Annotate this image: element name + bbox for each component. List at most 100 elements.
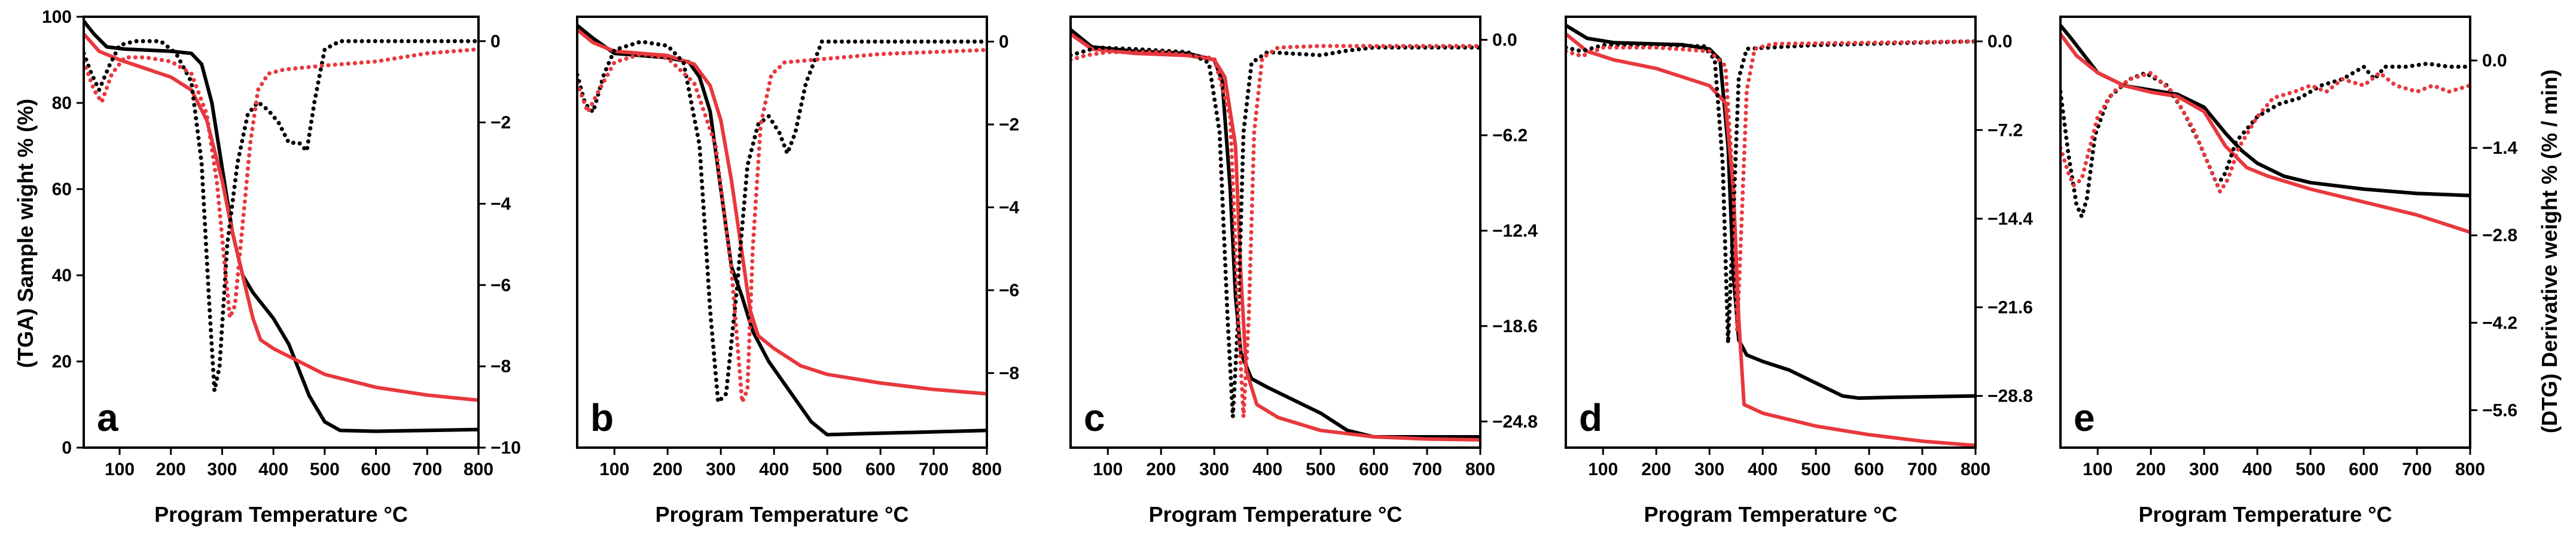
- panel-b-series-dtg-black: [577, 39, 987, 405]
- panel-a-xtick-label: 500: [310, 460, 340, 479]
- panel-e-yright-tick-label: 0.0: [2482, 51, 2507, 71]
- panel-d-xlabel: Program Temperature °C: [1644, 502, 1898, 527]
- panel-b-yright-tick-label: 0: [999, 32, 1009, 52]
- panel-d-series-tga-red: [1566, 32, 1976, 448]
- panel-c-yright-tick-label: 0.0: [1492, 31, 1517, 50]
- panel-a-yright-tick-label: −8: [490, 357, 511, 376]
- panel-a-series-tga-red: [84, 32, 478, 402]
- panel-a-xtick-label: 600: [361, 460, 391, 479]
- panel-a-xtick-label: 700: [412, 460, 442, 479]
- panel-a-yright-tick-label: 0: [490, 32, 501, 51]
- panel-d-xtick-label: 400: [1748, 460, 1778, 479]
- panel-d-xtick-label: 800: [1961, 460, 1990, 479]
- panel-c-xlabel: Program Temperature °C: [1149, 502, 1403, 527]
- panel-b-xtick-label: 500: [812, 460, 842, 479]
- panel-a-yright-tick-label: −6: [490, 275, 511, 295]
- panel-e-frame: [2059, 16, 2471, 449]
- panel-e-yright-tick-label: −2.8: [2482, 226, 2517, 245]
- panel-b-label: b: [590, 396, 614, 439]
- panel-a-frame: [83, 16, 480, 449]
- panel-e-xtick-label: 600: [2349, 460, 2379, 479]
- panel-b-xtick-label: 100: [599, 460, 629, 479]
- panel-e-series-tga-black: [2060, 23, 2470, 197]
- panel-c-yright-tick-label: −24.8: [1492, 412, 1538, 431]
- panel-c-frame: [1069, 16, 1481, 449]
- panel-b-frame: [576, 16, 988, 449]
- panel-c-xtick-label: 800: [1465, 460, 1495, 479]
- panel-c-xtick-label: 600: [1359, 460, 1389, 479]
- panel-e-label: e: [2074, 396, 2095, 439]
- panel-a-yleft-tick-label: 0: [62, 438, 72, 458]
- panel-e-xtick-label: 200: [2136, 460, 2166, 479]
- panel-b-xtick-label: 200: [653, 460, 682, 479]
- panel-d-label: d: [1579, 396, 1602, 439]
- panel-b-series-tga-red: [577, 28, 987, 396]
- panel-c-series-dtg-red: [1071, 44, 1480, 420]
- panel-c-xtick-label: 400: [1252, 460, 1282, 479]
- panel-e-series-tga-red: [2060, 32, 2470, 234]
- panel-a-xtick-label: 200: [156, 460, 186, 479]
- panel-b-xtick-label: 400: [759, 460, 789, 479]
- panel-b-yright-tick-label: −6: [999, 281, 1019, 300]
- panel-c-series-tga-red: [1071, 32, 1480, 442]
- panel-b-xlabel: Program Temperature °C: [656, 502, 909, 527]
- panel-d-xtick-label: 700: [1907, 460, 1937, 479]
- panel-e-xtick-label: 800: [2455, 460, 2485, 479]
- panel-e-yright-tick-label: −4.2: [2482, 313, 2517, 333]
- panel-a-yright-tick-label: −10: [490, 438, 521, 458]
- panel-a-series-tga-black: [84, 19, 478, 433]
- panel-b-xtick-label: 600: [865, 460, 895, 479]
- panel-e-xtick-label: 300: [2189, 460, 2219, 479]
- panel-b-xtick-label: 800: [972, 460, 1002, 479]
- panel-b-xtick-label: 300: [706, 460, 736, 479]
- panel-c-series-dtg-black: [1071, 45, 1480, 420]
- panel-d-yright-tick-label: −7.2: [1987, 120, 2023, 140]
- panel-c-yright-tick-label: −12.4: [1492, 221, 1538, 241]
- panel-d-xtick-label: 200: [1641, 460, 1671, 479]
- panel-d-frame: [1565, 16, 1977, 449]
- panel-e-xtick-label: 500: [2295, 460, 2325, 479]
- panel-a-yleft-tick-label: 60: [52, 180, 72, 199]
- right-ylabel: (DTG) Derivative weight % (% / min): [2537, 69, 2562, 433]
- panel-d-series-dtg-black: [1566, 39, 1976, 345]
- panel-c-xtick-label: 700: [1412, 460, 1442, 479]
- panel-c-xtick-label: 200: [1146, 460, 1176, 479]
- panel-c-series-tga-black: [1071, 28, 1480, 439]
- panel-a-yleft-tick-label: 80: [52, 93, 72, 113]
- panel-b-series-tga-black: [577, 23, 987, 437]
- left-ylabel: (TGA) Sample wight % (%): [13, 99, 38, 368]
- panel-d-series-dtg-red: [1566, 39, 1976, 333]
- panel-d-yright-tick-label: −21.6: [1987, 297, 2033, 317]
- panel-d-xtick-label: 300: [1694, 460, 1724, 479]
- panel-e-xlabel: Program Temperature °C: [2139, 502, 2392, 527]
- panel-d-xtick-label: 600: [1854, 460, 1884, 479]
- panel-e-yright-tick-label: −1.4: [2482, 138, 2518, 158]
- panel-a-yleft-tick-label: 100: [42, 7, 72, 27]
- panel-d-series-tga-black: [1566, 23, 1976, 400]
- panel-e-xtick-label: 400: [2242, 460, 2272, 479]
- panel-e-xtick-label: 700: [2402, 460, 2432, 479]
- panel-e-series-dtg-black: [2060, 61, 2470, 219]
- panel-d-yright-tick-label: −28.8: [1987, 387, 2033, 406]
- panel-e-series-dtg-red: [2060, 71, 2470, 194]
- panel-e-xtick-label: 100: [2083, 460, 2112, 479]
- panel-d-yright-tick-label: 0.0: [1987, 32, 2013, 51]
- panel-b-yright-tick-label: −4: [999, 197, 1020, 217]
- panel-a-yleft-tick-label: 20: [52, 352, 72, 372]
- panel-a-yright-tick-label: −4: [490, 194, 511, 214]
- panel-e: 100 200 300 400 500 600 700 800 Program Temperat…: [2059, 16, 2518, 527]
- panel-c-label: c: [1084, 396, 1105, 439]
- panel-e-yright-tick-label: −5.6: [2482, 400, 2517, 420]
- panel-a-xtick-label: 400: [258, 460, 288, 479]
- panel-c-xtick-label: 300: [1199, 460, 1229, 479]
- panel-a-label: a: [97, 396, 118, 439]
- panel-a-series-dtg-red: [84, 47, 478, 320]
- panel-a-xtick-label: 100: [105, 460, 135, 479]
- panel-b-yright-tick-label: −2: [999, 115, 1019, 135]
- panel-d-xtick-label: 500: [1801, 460, 1831, 479]
- panel-c-xtick-label: 100: [1093, 460, 1123, 479]
- panel-d-yright-tick-label: −14.4: [1987, 209, 2033, 229]
- panel-a-yleft-tick-label: 40: [52, 266, 72, 285]
